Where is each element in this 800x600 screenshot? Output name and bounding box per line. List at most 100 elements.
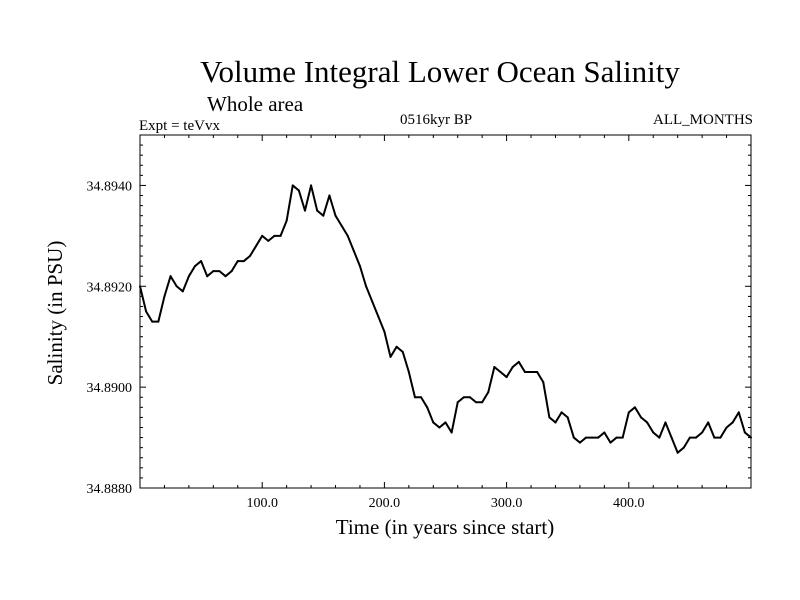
salinity-point <box>475 401 478 404</box>
salinity-point <box>316 209 319 212</box>
salinity-point <box>487 391 490 394</box>
salinity-point <box>151 320 154 323</box>
salinity-point <box>218 270 221 273</box>
salinity-point <box>554 421 557 424</box>
plot-frame <box>139 134 752 489</box>
x-axis-label: Time (in years since start) <box>336 515 555 539</box>
salinity-point <box>438 426 441 429</box>
salinity-point <box>352 249 355 252</box>
salinity-point <box>517 360 520 363</box>
salinity-point <box>664 421 667 424</box>
x-tick-label: 100.0 <box>246 496 278 511</box>
salinity-point <box>236 260 239 263</box>
salinity-series-line <box>139 184 752 454</box>
salinity-point <box>609 441 612 444</box>
salinity-point <box>193 265 196 268</box>
salinity-point <box>371 300 374 303</box>
salinity-point <box>230 270 233 273</box>
y-tick-label: 34.8920 <box>87 280 133 295</box>
salinity-point <box>322 214 325 217</box>
salinity-point <box>462 396 465 399</box>
x-tick-label: 300.0 <box>491 496 523 511</box>
salinity-point <box>346 234 349 237</box>
salinity-point <box>340 224 343 227</box>
salinity-point <box>279 234 282 237</box>
salinity-point <box>242 260 245 263</box>
salinity-point <box>676 451 679 454</box>
salinity-point <box>633 406 636 409</box>
salinity-point <box>426 406 429 409</box>
salinity-point <box>468 396 471 399</box>
salinity-point <box>640 416 643 419</box>
salinity-point <box>187 275 190 278</box>
salinity-point <box>627 411 630 414</box>
salinity-point <box>737 411 740 414</box>
salinity-point <box>212 270 215 273</box>
salinity-point <box>536 371 539 374</box>
salinity-point <box>413 396 416 399</box>
salinity-point <box>255 244 258 247</box>
salinity-point <box>542 381 545 384</box>
salinity-point <box>328 194 331 197</box>
salinity-point <box>358 265 361 268</box>
salinity-point <box>566 416 569 419</box>
salinity-point <box>401 350 404 353</box>
salinity-point <box>145 310 148 313</box>
salinity-point <box>688 436 691 439</box>
salinity-point <box>523 371 526 374</box>
salinity-point <box>725 426 728 429</box>
y-tick-label: 34.8900 <box>87 381 133 396</box>
salinity-point <box>261 234 264 237</box>
salinity-point <box>695 436 698 439</box>
salinity-point <box>248 255 251 258</box>
months-label: ALL_MONTHS <box>653 112 753 128</box>
salinity-point <box>658 436 661 439</box>
salinity-point <box>407 371 410 374</box>
salinity-point <box>267 239 270 242</box>
salinity-point <box>139 285 141 288</box>
salinity-point <box>303 209 306 212</box>
salinity-point <box>157 320 160 323</box>
salinity-point <box>585 436 588 439</box>
salinity-point <box>377 315 380 318</box>
salinity-point <box>389 355 392 358</box>
salinity-point <box>719 436 722 439</box>
salinity-point <box>291 184 294 187</box>
salinity-point <box>444 421 447 424</box>
salinity-point <box>731 421 734 424</box>
salinity-point <box>175 285 178 288</box>
salinity-point <box>493 365 496 368</box>
salinity-point <box>285 219 288 222</box>
salinity-point <box>224 275 227 278</box>
salinity-point <box>365 285 368 288</box>
salinity-point <box>591 436 594 439</box>
salinity-point <box>169 275 172 278</box>
y-tick-label: 34.8940 <box>87 179 133 194</box>
salinity-point <box>499 371 502 374</box>
salinity-point <box>273 234 276 237</box>
salinity-point <box>621 436 624 439</box>
salinity-point <box>334 214 337 217</box>
salinity-point <box>615 436 618 439</box>
salinity-point <box>505 376 508 379</box>
salinity-point <box>707 421 710 424</box>
salinity-point <box>530 371 533 374</box>
y-tick-label: 34.8880 <box>87 482 133 497</box>
salinity-point <box>481 401 484 404</box>
salinity-point <box>646 421 649 424</box>
salinity-point <box>560 411 563 414</box>
salinity-point <box>395 345 398 348</box>
salinity-point <box>701 431 704 434</box>
salinity-point <box>163 295 166 298</box>
salinity-point <box>181 290 184 293</box>
y-axis-label: Salinity (in PSU) <box>43 241 67 386</box>
salinity-point <box>603 431 606 434</box>
salinity-point <box>548 416 551 419</box>
salinity-point <box>713 436 716 439</box>
salinity-point <box>420 396 423 399</box>
x-tick-label: 200.0 <box>369 496 401 511</box>
salinity-point <box>750 436 752 439</box>
salinity-point <box>206 275 209 278</box>
salinity-point <box>511 365 514 368</box>
